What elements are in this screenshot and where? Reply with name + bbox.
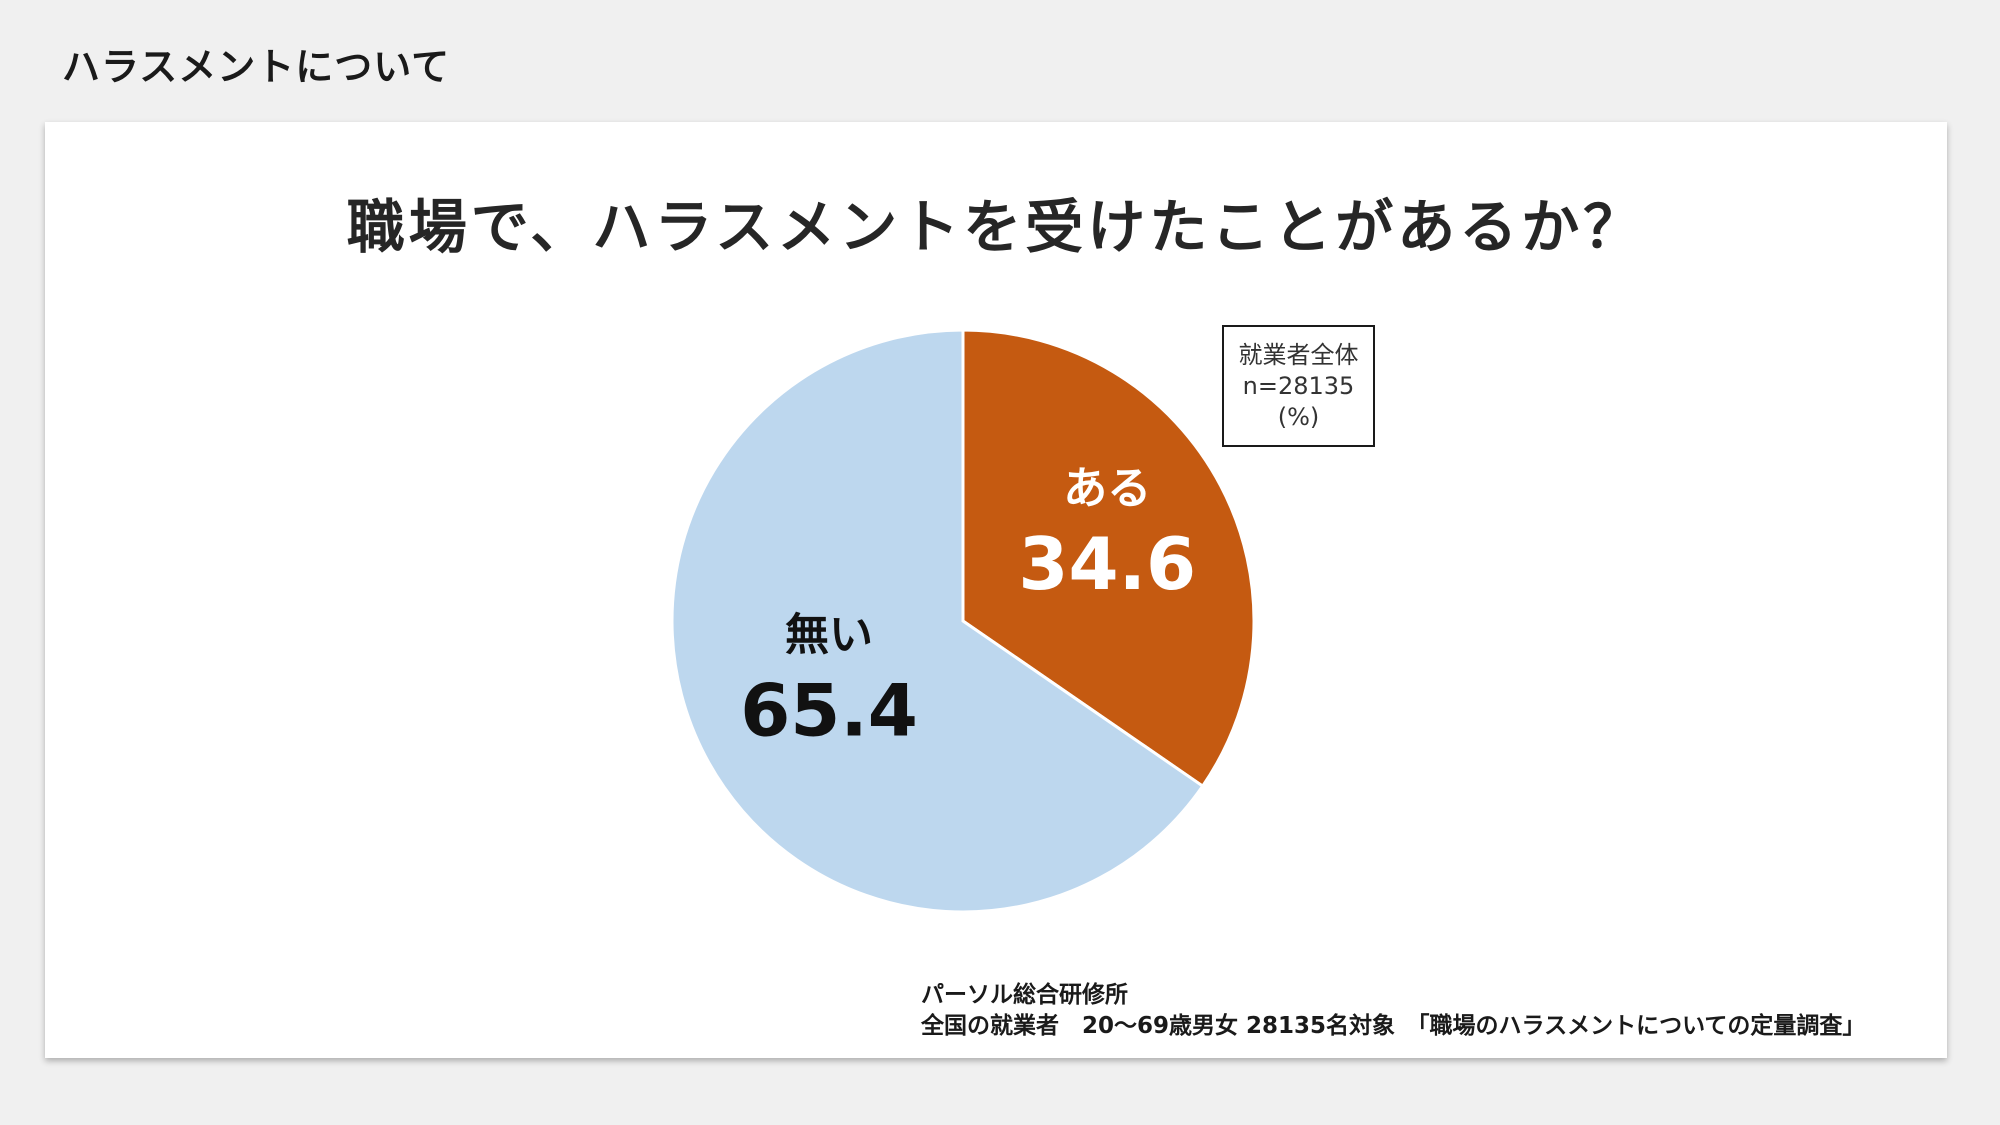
unit-label: (%) <box>1277 402 1320 431</box>
sample-size-label: n=28135 <box>1242 371 1355 400</box>
pie-slice-no <box>670 328 1205 914</box>
slice-category-label: ある <box>1063 463 1151 514</box>
slice-category-label: 無い <box>785 609 873 660</box>
slice-value-label: 65.4 <box>740 668 918 752</box>
slice-value-label: 34.6 <box>1018 522 1196 606</box>
chart-title: 職場で、ハラスメントを受けたことがあるか？ <box>346 193 1646 261</box>
sample-group-label: 就業者全体 <box>1238 340 1359 369</box>
pie-chart: ある 34.6 無い 65.4 <box>670 328 1256 914</box>
source-note: パーソル総合研修所全国の就業者 20～69歳男女 28135名対象 「職場のハラ… <box>921 980 1865 1042</box>
chart-card: 職場で、ハラスメントを受けたことがあるか？ ある 34.6 無い 65.4 就業者全体… <box>45 122 1947 1058</box>
source-survey: 全国の就業者 20～69歳男女 28135名対象 「職場のハラスメントについての… <box>921 1013 1866 1039</box>
page-heading: ハラスメントについて <box>62 45 451 89</box>
pie-slice-yes <box>961 328 1256 789</box>
sample-info-box: 就業者全体 n=28135 (%) <box>1222 325 1375 447</box>
source-org: パーソル総合研修所 <box>921 982 1128 1008</box>
